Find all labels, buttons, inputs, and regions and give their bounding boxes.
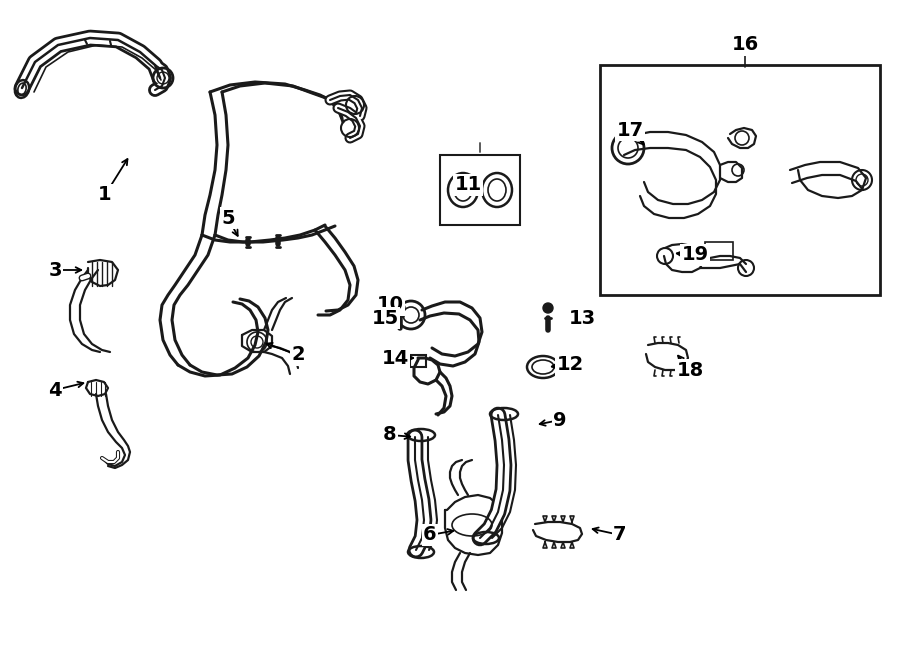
Text: 2: 2 bbox=[292, 346, 305, 364]
Circle shape bbox=[395, 303, 405, 313]
Text: 19: 19 bbox=[681, 245, 708, 264]
Bar bbox=[440, 155, 520, 225]
Bar bbox=[600, 65, 880, 295]
Text: 3: 3 bbox=[49, 260, 62, 280]
Text: 17: 17 bbox=[616, 120, 643, 139]
Text: 10: 10 bbox=[376, 295, 403, 315]
Text: 8: 8 bbox=[383, 426, 397, 444]
Text: 7: 7 bbox=[613, 525, 626, 545]
Text: 5: 5 bbox=[221, 208, 235, 227]
Text: 12: 12 bbox=[556, 356, 583, 375]
Text: 1: 1 bbox=[98, 186, 112, 204]
Bar bbox=[705, 242, 733, 260]
Text: 14: 14 bbox=[382, 348, 409, 368]
Text: 9: 9 bbox=[554, 410, 567, 430]
Text: 11: 11 bbox=[454, 176, 482, 194]
Bar bbox=[410, 355, 426, 367]
Text: 16: 16 bbox=[732, 36, 759, 54]
Circle shape bbox=[543, 303, 553, 313]
Text: 4: 4 bbox=[49, 381, 62, 399]
Text: 6: 6 bbox=[423, 525, 436, 545]
Text: 18: 18 bbox=[677, 360, 704, 379]
Text: 15: 15 bbox=[372, 309, 399, 327]
Text: 13: 13 bbox=[569, 309, 596, 327]
